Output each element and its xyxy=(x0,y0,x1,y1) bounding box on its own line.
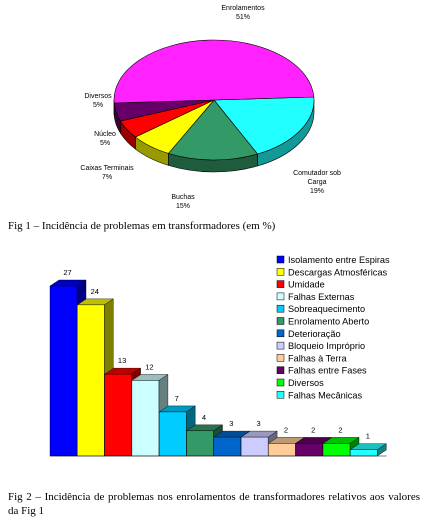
pie-value-enrolamentos: 51% xyxy=(236,14,250,21)
bar-bloqueio-improprio xyxy=(240,436,269,457)
legend-swatch-descargas-atmosfericas xyxy=(276,268,285,276)
bar-sobreaquecimento xyxy=(158,411,187,457)
bar-enrolamento-aberto xyxy=(186,430,214,457)
bar-diversos xyxy=(322,443,351,457)
pie-value-nucleo: 5% xyxy=(100,140,110,147)
bar-value-deterioracao: 3 xyxy=(229,419,233,428)
legend-label-deterioracao: Deterioração xyxy=(288,329,341,339)
legend-label-umidade: Umidade xyxy=(288,280,325,290)
legend-swatch-diversos xyxy=(276,378,285,387)
pie-slice-enrolamentos xyxy=(113,39,315,104)
pie-value-diversos: 5% xyxy=(93,102,103,109)
pie-value-caixas-terminais: 7% xyxy=(102,174,112,181)
bar-value-falhas-entre-fases: 2 xyxy=(311,425,315,434)
legend-swatch-umidade xyxy=(276,280,285,288)
pie-label-comutador-sob-carga-0: Comutador sob xyxy=(293,170,341,177)
bar-descargas-atmosfericas xyxy=(77,304,105,457)
bar-deterioracao xyxy=(213,436,242,457)
legend-swatch-sobreaquecimento xyxy=(276,304,285,313)
bar-chart: 27 24 13 12 7 4 3 3 2 2 2 1 xyxy=(49,268,387,457)
legend-label-falhas-entre-fases: Falhas entre Fases xyxy=(288,366,367,376)
figure-1-caption: Fig 1 – Incidência de problemas em trans… xyxy=(8,220,276,232)
legend-label-descargas-atmosfericas: Descargas Atmosféricas xyxy=(288,267,387,277)
bar-value-umidade: 13 xyxy=(118,356,126,365)
bar-falhas-a-terra xyxy=(268,443,296,457)
legend-swatch-isolamento-entre-espiras xyxy=(276,255,285,264)
pie-label-comutador-sob-carga-1: Carga xyxy=(307,179,326,186)
legend-swatch-falhas-mecanicas xyxy=(276,391,285,399)
pie-label-enrolamentos: Enrolamentos xyxy=(221,5,265,12)
pie-label-diversos: Diversos xyxy=(84,93,112,100)
pie-label-caixas-terminais: Caixas Terminais xyxy=(80,165,134,172)
bar-value-enrolamento-aberto: 4 xyxy=(202,413,206,422)
legend-label-isolamento-entre-espiras: Isolamento entre Espiras xyxy=(288,255,390,265)
legend-label-bloqueio-improprio: Bloqueio Impróprio xyxy=(288,341,365,351)
legend-swatch-deterioracao xyxy=(276,329,285,338)
legend-swatch-falhas-a-terra xyxy=(276,354,285,362)
pie-label-nucleo: Núcleo xyxy=(94,131,116,138)
bar-value-bloqueio-improprio: 3 xyxy=(257,419,261,428)
legend-label-enrolamento-aberto: Enrolamento Aberto xyxy=(288,317,369,327)
legend-label-falhas-mecanicas: Falhas Mecânicas xyxy=(288,390,362,400)
bar-value-falhas-mecanicas: 1 xyxy=(366,432,370,441)
bar-value-diversos: 2 xyxy=(338,425,342,434)
pie-slice-buchas xyxy=(167,99,259,161)
legend-swatch-enrolamento-aberto xyxy=(276,317,285,325)
bar-value-descargas-atmosfericas: 24 xyxy=(91,287,99,296)
bar-umidade xyxy=(104,373,132,457)
legend-swatch-falhas-externas xyxy=(276,292,285,301)
pie-slice-comutador-sob-carga xyxy=(213,96,315,155)
pie-value-buchas: 15% xyxy=(176,203,190,210)
bar-value-sobreaquecimento: 7 xyxy=(175,394,179,403)
legend-label-diversos: Diversos xyxy=(288,378,324,388)
legend-swatch-falhas-entre-fases xyxy=(276,366,285,374)
bar-value-falhas-a-terra: 2 xyxy=(284,425,288,434)
bar-isolamento-entre-espiras xyxy=(49,285,78,457)
legend-label-falhas-a-terra: Falhas à Terra xyxy=(288,353,347,363)
bar-falhas-mecanicas xyxy=(350,449,378,457)
figure-2-caption: Fig 2 – Incidência de problemas nos enro… xyxy=(8,491,420,517)
bar-value-falhas-externas: 12 xyxy=(145,362,153,371)
bar-value-isolamento-entre-espiras: 27 xyxy=(63,268,71,277)
legend-label-falhas-externas: Falhas Externas xyxy=(288,292,355,302)
pie-label-buchas: Buchas xyxy=(171,194,195,201)
pie-value-comutador-sob-carga: 19% xyxy=(310,188,324,195)
bar-falhas-externas xyxy=(131,380,160,457)
bar-falhas-entre-fases xyxy=(295,443,323,457)
pie-chart: Enrolamentos 51% Comutador sob Carga 19% Buch… xyxy=(80,5,341,210)
bar-chart-legend: Isolamento entre Espiras Descargas Atmosf… xyxy=(276,255,390,400)
legend-swatch-bloqueio-improprio xyxy=(276,341,285,350)
legend-label-sobreaquecimento: Sobreaquecimento xyxy=(288,304,365,314)
